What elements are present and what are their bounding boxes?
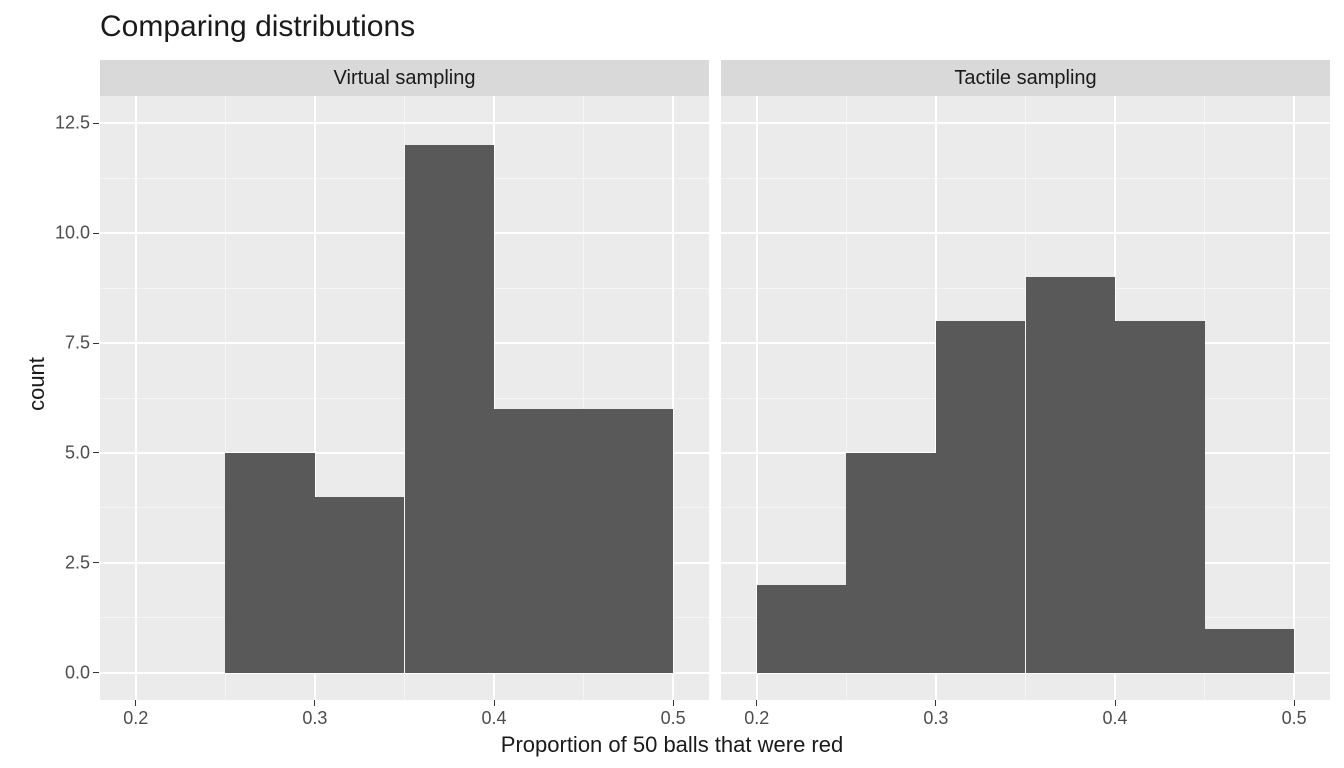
histogram-bar	[405, 145, 495, 672]
x-tick-label: 0.2	[123, 708, 148, 729]
y-tick-mark	[93, 233, 99, 234]
histogram-bar	[315, 497, 405, 673]
facet-panel	[100, 96, 709, 700]
facet-strip: Tactile sampling	[721, 60, 1330, 96]
histogram-bar	[1115, 321, 1205, 672]
y-tick-label: 2.5	[40, 552, 90, 573]
y-tick-mark	[93, 452, 99, 453]
histogram-bar	[225, 453, 315, 673]
chart-container: Comparing distributions count Proportion…	[0, 0, 1344, 768]
y-tick-label: 5.0	[40, 442, 90, 463]
y-tick-label: 7.5	[40, 333, 90, 354]
x-tick-label: 0.4	[1103, 708, 1128, 729]
x-tick-label: 0.4	[482, 708, 507, 729]
histogram-bar	[494, 409, 584, 673]
chart-title: Comparing distributions	[100, 10, 415, 44]
facet-strip: Virtual sampling	[100, 60, 709, 96]
y-tick-mark	[93, 123, 99, 124]
y-tick-mark	[93, 343, 99, 344]
x-tick-label: 0.2	[744, 708, 769, 729]
y-tick-mark	[93, 562, 99, 563]
y-tick-label: 10.0	[40, 223, 90, 244]
histogram-bar	[1205, 629, 1295, 673]
x-tick-label: 0.5	[1282, 708, 1307, 729]
histogram-bar	[757, 585, 847, 673]
x-axis-label: Proportion of 50 balls that were red	[501, 732, 843, 758]
histogram-bar	[584, 409, 674, 673]
x-tick-mark	[1115, 700, 1116, 706]
x-tick-label: 0.3	[302, 708, 327, 729]
y-tick-mark	[93, 672, 99, 673]
x-tick-mark	[314, 700, 315, 706]
x-tick-mark	[673, 700, 674, 706]
x-tick-mark	[1294, 700, 1295, 706]
histogram-bar	[936, 321, 1026, 672]
x-tick-mark	[135, 700, 136, 706]
y-axis-label: count	[24, 357, 50, 411]
x-tick-mark	[756, 700, 757, 706]
x-tick-mark	[494, 700, 495, 706]
histogram-bar	[1026, 277, 1116, 672]
facet-panel	[721, 96, 1330, 700]
y-tick-label: 0.0	[40, 662, 90, 683]
x-tick-label: 0.5	[661, 708, 686, 729]
x-tick-mark	[935, 700, 936, 706]
x-tick-label: 0.3	[923, 708, 948, 729]
y-tick-label: 12.5	[40, 113, 90, 134]
histogram-bar	[846, 453, 936, 673]
